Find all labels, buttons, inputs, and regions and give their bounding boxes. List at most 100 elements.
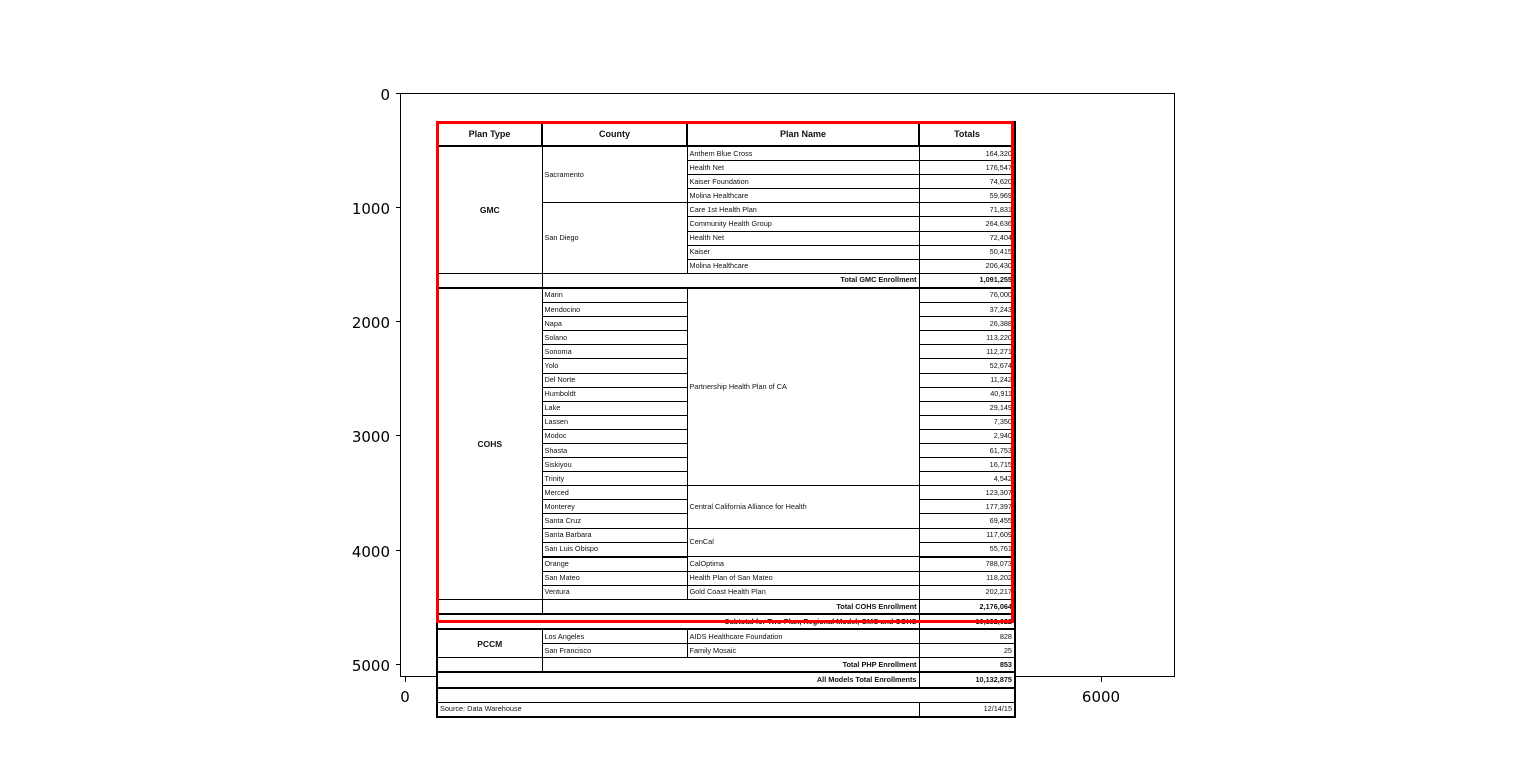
county-del-norte: Del Norte	[541, 372, 688, 388]
x-tick-mark-6000	[1101, 677, 1102, 682]
source-footer-row: Source: Data Warehouse 12/14/15	[436, 701, 1016, 718]
total-label-gmc: Total GMC Enrollment	[541, 272, 920, 289]
plan-kaiser: Kaiser	[686, 244, 920, 260]
plan-ccah: Central California Alliance for Health	[686, 485, 920, 529]
value-ventura: 202,217	[918, 584, 1016, 601]
county-marin: Marin	[541, 286, 688, 304]
y-tick-label-5000: 5000	[351, 657, 390, 675]
county-siskiyou: Siskiyou	[541, 457, 688, 473]
y-tick-mark-0	[396, 93, 401, 94]
county-merced: Merced	[541, 485, 688, 501]
table-row: San Diego Care 1st Health Plan 71,831	[437, 202, 1016, 274]
value-lassen: 7,350	[918, 414, 1016, 430]
value-orange: 788,073	[918, 556, 1016, 572]
x-tick-mark-0	[405, 677, 406, 682]
total-row-php: Total PHP Enrollment 853	[437, 657, 1016, 674]
total-label-php: Total PHP Enrollment	[541, 657, 920, 673]
county-lake: Lake	[541, 400, 688, 416]
table-row: Lake 29,149	[437, 400, 1016, 416]
table-row: Ventura Gold Coast Health Plan 202,217	[437, 584, 1016, 601]
plan-health-net-sd: Health Net	[686, 230, 920, 246]
table-row: PCCM Los Angeles AIDS Healthcare Foundat…	[436, 628, 1016, 659]
table-row: Napa 26,388	[437, 316, 1016, 332]
column-header-plan-name: Plan Name	[686, 121, 920, 147]
plan-gold-coast: Gold Coast Health Plan	[686, 584, 920, 601]
plan-molina: Molina Healthcare	[686, 188, 920, 204]
county-san-mateo: San Mateo	[541, 570, 688, 586]
value-yolo: 52,674	[918, 358, 1016, 374]
total-value-all: 10,132,875	[918, 671, 1016, 689]
value-san-luis-obispo: 55,761	[918, 541, 1016, 558]
county-modoc: Modoc	[541, 428, 688, 444]
value-napa: 26,388	[918, 316, 1016, 332]
plan-community-health-group: Community Health Group	[686, 216, 920, 232]
report-date: 12/14/15	[918, 701, 1016, 718]
table-row: Santa Cruz 69,455	[437, 513, 1016, 529]
y-tick-mark-5000	[396, 664, 401, 665]
value-health-net-sd: 72,404	[918, 230, 1016, 246]
table-row: Kaiser Foundation 74,620	[437, 174, 1016, 190]
x-tick-label-0: 0	[400, 688, 410, 706]
subtotal-label: Subtotal for Two-Plan, Regional Model, G…	[436, 613, 920, 631]
table-row: San Luis Obispo 55,761	[437, 541, 1016, 558]
y-tick-label-4000: 4000	[351, 543, 390, 561]
table-row: San Mateo Health Plan of San Mateo 118,2…	[437, 570, 1016, 586]
value-santa-barbara: 117,609	[918, 527, 1016, 543]
county-yolo: Yolo	[541, 358, 688, 374]
column-header-county: County	[541, 121, 688, 147]
county-lassen: Lassen	[541, 414, 688, 430]
county-san-luis-obispo: San Luis Obispo	[541, 541, 688, 558]
scanned-document-image: Plan Type County Plan Name Totals GMC Sa…	[436, 121, 1016, 718]
plan-health-net: Health Net	[686, 160, 920, 176]
county-mendocino: Mendocino	[541, 302, 688, 318]
column-header-totals: Totals	[918, 121, 1016, 147]
total-label-all: All Models Total Enrollments	[436, 671, 920, 689]
value-molina-sd: 206,430	[918, 258, 1016, 274]
county-orange: Orange	[541, 556, 688, 572]
county-solano: Solano	[541, 330, 688, 346]
table-row: Merced Central California Alliance for H…	[437, 485, 1016, 529]
value-monterey: 177,397	[918, 499, 1016, 515]
county-san-francisco: San Francisco	[541, 643, 688, 659]
value-del-norte: 11,242	[918, 372, 1016, 388]
x-tick-label-6000: 6000	[1081, 688, 1121, 706]
table-row: Health Net 176,547	[437, 160, 1016, 176]
county-los-angeles: Los Angeles	[541, 628, 688, 645]
table-row: Lassen 7,350	[437, 414, 1016, 430]
county-sacramento: Sacramento	[541, 145, 688, 204]
county-trinity: Trinity	[541, 471, 688, 487]
y-tick-label-1000: 1000	[351, 200, 390, 218]
plan-caloptima: CalOptima	[686, 556, 920, 572]
value-marin: 76,000	[918, 286, 1016, 304]
plan-anthem: Anthem Blue Cross	[686, 145, 920, 162]
value-kaiser-foundation: 74,620	[918, 174, 1016, 190]
table-row: Sonoma 112,271	[437, 344, 1016, 360]
group-label-cohs: COHS	[436, 286, 543, 600]
table-row: San Francisco Family Mosaic 25	[437, 643, 1016, 659]
value-solano: 113,220	[918, 330, 1016, 346]
spacer-row	[437, 688, 1015, 703]
plan-cencal: CenCal	[686, 527, 920, 558]
value-mendocino: 37,243	[918, 302, 1016, 318]
county-santa-cruz: Santa Cruz	[541, 513, 688, 529]
table-row: GMC Sacramento Anthem Blue Cross 164,320	[436, 145, 1016, 274]
column-header-plan-type: Plan Type	[436, 121, 543, 147]
table-row: Health Net 72,404	[437, 230, 1016, 246]
value-trinity: 4,542	[918, 471, 1016, 487]
source-label: Source: Data Warehouse	[436, 701, 920, 718]
y-tick-label-3000: 3000	[351, 428, 390, 446]
value-molina: 59,969	[918, 188, 1016, 204]
table-header-row: Plan Type County Plan Name Totals	[436, 121, 1016, 147]
county-napa: Napa	[541, 316, 688, 332]
plan-molina-sd: Molina Healthcare	[686, 258, 920, 274]
value-san-mateo: 118,202	[918, 570, 1016, 586]
value-san-francisco: 25	[918, 643, 1016, 659]
value-sonoma: 112,271	[918, 344, 1016, 360]
table-row: Santa Barbara CenCal 117,609	[437, 527, 1016, 558]
county-sonoma: Sonoma	[541, 344, 688, 360]
total-value-gmc: 1,091,255	[918, 272, 1016, 289]
value-kaiser: 50,415	[918, 244, 1016, 260]
y-tick-mark-1000	[396, 207, 401, 208]
subtotal-value: 10,132,022	[918, 613, 1016, 631]
